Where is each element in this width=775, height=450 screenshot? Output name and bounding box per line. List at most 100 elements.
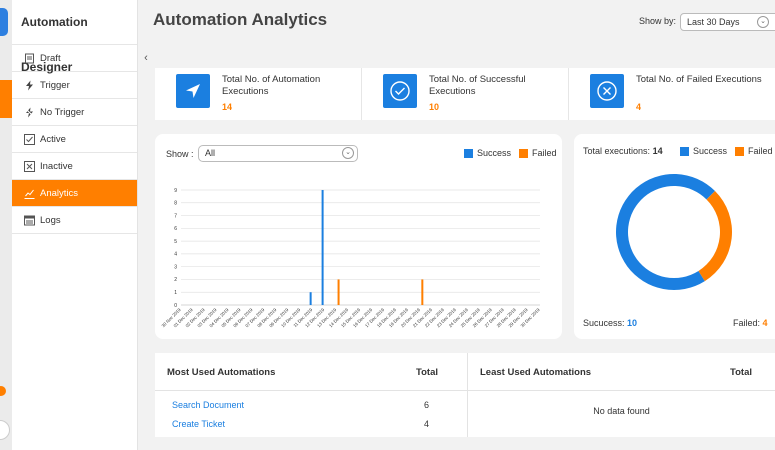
donut-failed-value: 4 bbox=[762, 318, 768, 328]
automation-total: 4 bbox=[423, 419, 429, 429]
document-icon bbox=[23, 52, 35, 64]
stat-label: Total No. of Successful Executions bbox=[429, 74, 526, 97]
rail-avatar[interactable] bbox=[0, 420, 10, 440]
chevron-left-icon: ‹ bbox=[144, 52, 148, 64]
automation-total: 6 bbox=[423, 400, 429, 410]
y-tick-label: 3 bbox=[174, 264, 177, 270]
lightning-icon bbox=[23, 79, 35, 91]
donut-total: Total executions: 14 bbox=[583, 146, 663, 156]
chart-filter-label: Show : bbox=[166, 149, 194, 159]
sidebar-item-label: Analytics bbox=[40, 187, 79, 199]
check-circle-icon bbox=[383, 74, 417, 108]
chart-filter-select[interactable]: All ⌄ bbox=[198, 145, 358, 162]
date-range-select[interactable]: Last 30 Days ⌄ bbox=[680, 13, 775, 31]
chart-filter-value: All bbox=[205, 148, 216, 158]
executions-donut-card: Total executions: 14 Success Failed Sucu… bbox=[574, 134, 775, 339]
page-title: Automation Analytics bbox=[153, 10, 328, 29]
sidebar-item-label: Trigger bbox=[40, 79, 70, 91]
most-used-table: Most Used Automations Total Search Docum… bbox=[155, 353, 468, 437]
rail-active-indicator bbox=[0, 80, 12, 118]
usage-tables: Most Used Automations Total Search Docum… bbox=[155, 353, 775, 437]
stat-total-executions: Total No. of Automation Executions 14 bbox=[155, 68, 362, 120]
sidebar-item-draft[interactable]: Draft bbox=[12, 45, 137, 72]
stat-value: 10 bbox=[429, 102, 440, 112]
y-tick-label: 8 bbox=[174, 201, 177, 207]
legend-swatch-success bbox=[464, 148, 473, 158]
stats-panel: Total No. of Automation Executions 14 To… bbox=[155, 68, 775, 120]
y-tick-label: 0 bbox=[174, 303, 177, 309]
x-box-icon bbox=[23, 160, 35, 172]
legend-failed-label: Failed bbox=[748, 146, 773, 156]
least-used-table: Least Used Automations Total No data fou… bbox=[468, 353, 775, 437]
legend-swatch-success bbox=[680, 146, 689, 156]
app-rail bbox=[0, 0, 12, 450]
bar-success bbox=[309, 292, 312, 305]
show-by-label: Show by: bbox=[639, 16, 677, 26]
logs-icon bbox=[23, 214, 35, 226]
sidebar-item-analytics[interactable]: Analytics bbox=[12, 180, 137, 207]
notification-dot bbox=[0, 386, 6, 396]
app-logo[interactable] bbox=[0, 8, 8, 36]
least-used-total-header: Total bbox=[730, 367, 752, 378]
sidebar-item-trigger[interactable]: Trigger bbox=[12, 72, 137, 99]
sidebar-item-label: Draft bbox=[40, 52, 61, 64]
most-used-title: Most Used Automations bbox=[167, 367, 276, 378]
date-range-value: Last 30 Days bbox=[687, 17, 740, 27]
y-tick-label: 9 bbox=[174, 188, 177, 194]
donut-success-value: 10 bbox=[627, 318, 638, 328]
executions-bar-chart-card: Show : All ⌄ Success Failed 0 1 2 3 4 5 6 7 8 9 30… bbox=[155, 134, 562, 339]
bar-success bbox=[321, 190, 324, 305]
sidebar-title: Automation Designer bbox=[12, 0, 137, 74]
stat-label: Total No. of Automation Executions bbox=[222, 74, 321, 97]
lightning-slash-icon bbox=[23, 106, 35, 118]
most-used-total-header: Total bbox=[416, 367, 438, 378]
y-tick-label: 2 bbox=[174, 277, 177, 283]
sidebar-item-no-trigger[interactable]: No Trigger bbox=[12, 99, 137, 126]
no-data-message: No data found bbox=[593, 406, 650, 416]
sidebar: Automation Designer Draft Trigger No Tri… bbox=[12, 0, 138, 450]
checkbox-icon bbox=[23, 133, 35, 145]
chevron-down-icon: ⌄ bbox=[757, 16, 769, 28]
donut-success-label: Sucucess: bbox=[583, 318, 625, 328]
collapse-sidebar-button[interactable]: ‹ bbox=[139, 50, 153, 66]
least-used-header: Least Used Automations Total bbox=[468, 353, 775, 391]
y-tick-label: 5 bbox=[174, 239, 177, 245]
legend-success-label: Success bbox=[693, 146, 728, 156]
stat-value: 14 bbox=[222, 102, 233, 112]
bar-failed bbox=[337, 279, 340, 305]
donut-total-value: 14 bbox=[652, 146, 663, 156]
y-tick-label: 7 bbox=[174, 213, 177, 219]
stat-successful-executions: Total No. of Successful Executions 10 bbox=[362, 68, 569, 120]
stat-failed-executions: Total No. of Failed Executions 4 bbox=[569, 68, 775, 120]
chart-legend: Success Failed bbox=[464, 148, 557, 158]
stat-label: Total No. of Failed Executions bbox=[636, 74, 762, 85]
y-tick-label: 4 bbox=[174, 252, 177, 258]
donut-slice-success bbox=[616, 174, 716, 290]
donut-failed-footer: Failed: 4 bbox=[733, 318, 768, 328]
donut-legend: Success Failed bbox=[680, 146, 773, 156]
most-used-header: Most Used Automations Total bbox=[155, 353, 467, 391]
bar-failed bbox=[421, 279, 424, 305]
legend-swatch-failed bbox=[735, 146, 745, 156]
send-icon bbox=[176, 74, 210, 108]
executions-donut-chart bbox=[616, 174, 732, 290]
automation-link[interactable]: Create Ticket bbox=[172, 419, 226, 429]
y-tick-label: 1 bbox=[174, 290, 177, 296]
donut-total-label: Total executions: bbox=[583, 146, 651, 156]
analytics-icon bbox=[23, 187, 35, 199]
sidebar-item-inactive[interactable]: Inactive bbox=[12, 153, 137, 180]
sidebar-item-label: Inactive bbox=[40, 160, 73, 172]
legend-swatch-failed bbox=[519, 148, 529, 158]
donut-failed-label: Failed: bbox=[733, 318, 761, 328]
legend-failed-label: Failed bbox=[532, 148, 557, 158]
legend-success-label: Success bbox=[477, 148, 512, 158]
stat-value: 4 bbox=[636, 102, 642, 112]
sidebar-item-active[interactable]: Active bbox=[12, 126, 137, 153]
sidebar-item-logs[interactable]: Logs bbox=[12, 207, 137, 234]
sidebar-item-label: Active bbox=[40, 133, 66, 145]
least-used-title: Least Used Automations bbox=[480, 367, 592, 378]
sidebar-item-label: No Trigger bbox=[40, 106, 85, 118]
donut-slice-failed bbox=[698, 190, 732, 282]
x-circle-icon bbox=[590, 74, 624, 108]
automation-link[interactable]: Search Document bbox=[172, 400, 245, 410]
